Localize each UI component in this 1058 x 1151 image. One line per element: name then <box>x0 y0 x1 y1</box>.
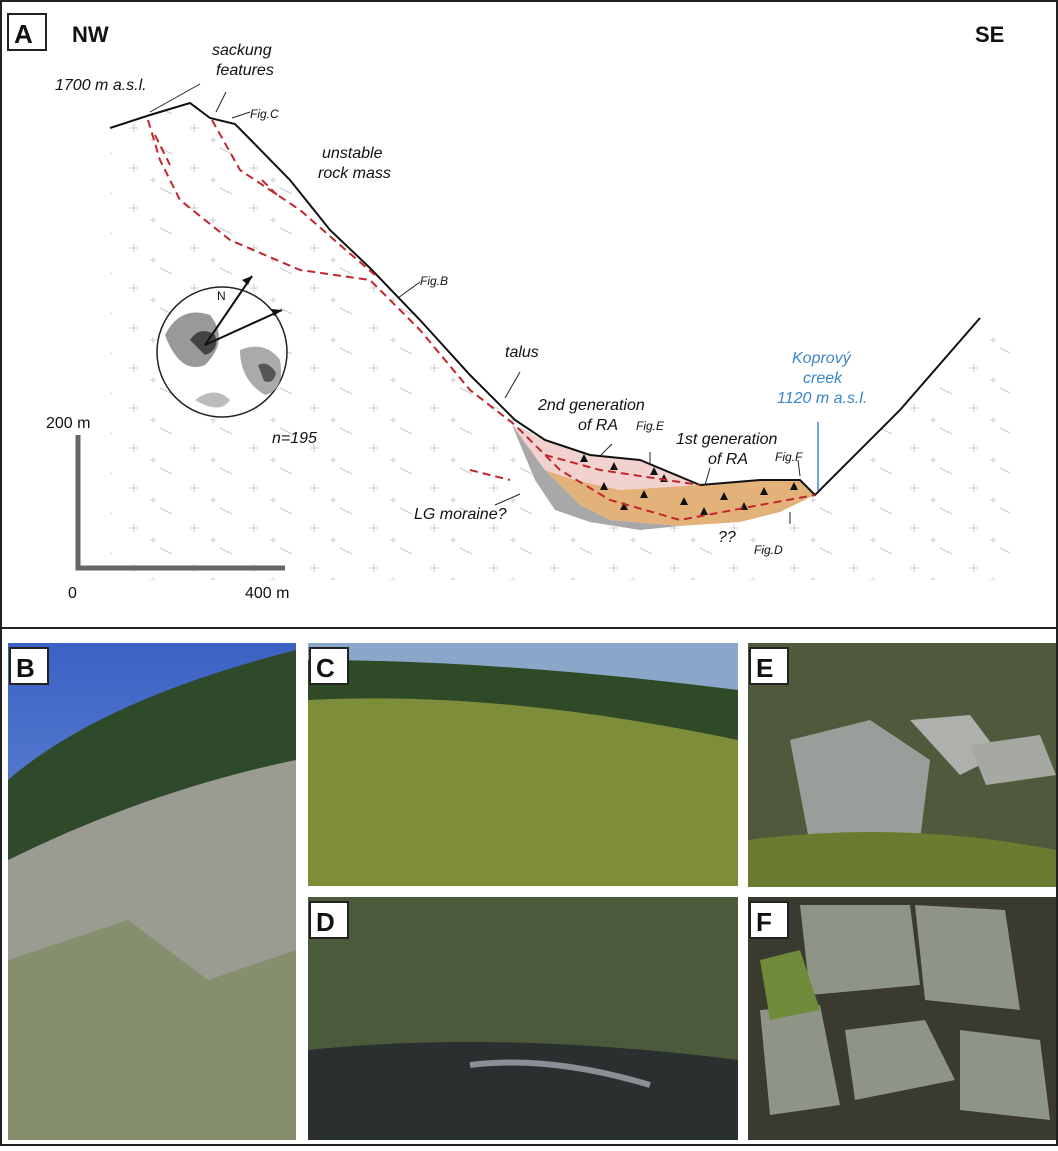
scale-label: 0 <box>68 585 77 602</box>
north-label: N <box>217 289 226 303</box>
photo: E <box>748 643 1056 887</box>
bedrock <box>110 103 1010 580</box>
pointer-arrows <box>149 83 801 524</box>
photo: F <box>748 897 1056 1140</box>
figure-reference: Fig.E <box>636 419 665 433</box>
photo: D <box>308 897 738 1140</box>
direction-label: NW <box>72 22 109 47</box>
annotation: unstable <box>322 145 383 162</box>
photo: B <box>8 643 296 1140</box>
profile-line <box>109 101 981 497</box>
annotation: talus <box>505 344 539 361</box>
panel-label: E <box>756 653 773 683</box>
scale-label: 200 m <box>46 415 90 432</box>
annotation: features <box>216 62 274 79</box>
panel-label: C <box>316 653 335 683</box>
annotation: 1st generation <box>676 431 778 448</box>
cross-section: A NW SE 1700 m a.s.l. sackung features F… <box>7 13 1010 602</box>
figure-reference: Fig.C <box>250 107 279 121</box>
annotation: ?? <box>718 529 736 546</box>
panel-label-box <box>7 13 47 51</box>
figure-reference: Fig.F <box>775 450 803 464</box>
annotation: 1120 m a.s.l. <box>777 390 867 407</box>
first-generation-body <box>545 470 815 526</box>
annotation: of RA <box>708 451 748 468</box>
photo: C <box>308 643 738 886</box>
panel-label: D <box>316 907 335 937</box>
stereonet <box>156 275 288 418</box>
annotation: n=195 <box>272 430 317 447</box>
annotation: sackung <box>212 42 272 59</box>
scale-bar <box>75 435 285 571</box>
annotation: rock mass <box>318 165 391 182</box>
moraine-body <box>512 425 680 530</box>
panel-label: F <box>756 907 772 937</box>
direction-label: SE <box>975 22 1004 47</box>
scale-label: 400 m <box>245 585 289 602</box>
annotation: 2nd generation <box>537 397 645 414</box>
annotation: 1700 m a.s.l. <box>55 77 147 94</box>
annotation: LG moraine? <box>414 506 507 523</box>
figure-reference: Fig.D <box>754 543 783 557</box>
annotation: creek <box>803 370 843 387</box>
slip-surfaces <box>147 119 816 522</box>
figure-reference: Fig.B <box>420 274 448 288</box>
annotation: of RA <box>578 417 618 434</box>
annotation: Koprový <box>792 350 852 367</box>
panel-label: B <box>16 653 35 683</box>
panel-label: A <box>14 19 33 49</box>
